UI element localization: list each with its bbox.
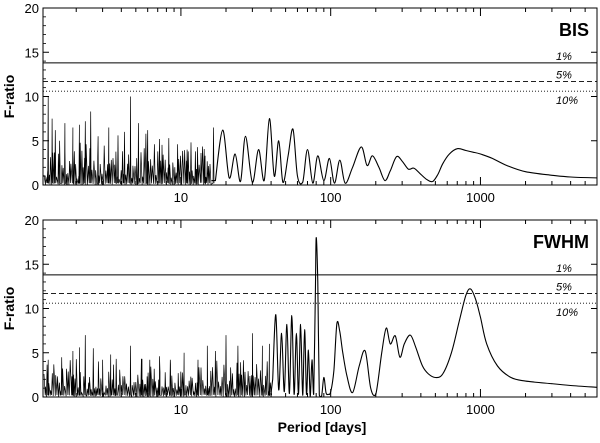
x-tick-label: 100 bbox=[320, 402, 342, 417]
threshold-label: 5% bbox=[556, 281, 572, 293]
noise-series-line bbox=[43, 333, 273, 398]
threshold-label: 10% bbox=[556, 95, 578, 107]
y-tick-label: 10 bbox=[25, 302, 39, 317]
noise-series-line bbox=[43, 96, 215, 186]
x-tick-label: 10 bbox=[174, 402, 188, 417]
panel-bis: 0 5 10 15 20 10 100 1000 F-ratio BIS 1% 5% 10% bbox=[1, 1, 598, 205]
y-tick-label: 15 bbox=[25, 257, 39, 272]
periodogram-series-line bbox=[270, 237, 598, 398]
y-tick-label: 0 bbox=[32, 178, 39, 193]
x-tick-label: 1000 bbox=[466, 190, 495, 205]
periodogram-series-line bbox=[211, 118, 598, 185]
panel-fwhm: 0 5 10 15 20 10 100 1000 F-ratio FWHM 1% 5% 10% bbox=[1, 213, 598, 417]
y-tick-label: 0 bbox=[32, 390, 39, 405]
x-axis-label: Period [days] bbox=[278, 419, 367, 435]
panel-label: BIS bbox=[559, 20, 589, 40]
plot-frame bbox=[42, 7, 598, 186]
plot-frame bbox=[42, 219, 598, 398]
y-axis-label: F-ratio bbox=[1, 75, 17, 119]
x-tick-label: 100 bbox=[320, 190, 342, 205]
y-tick-label: 5 bbox=[32, 346, 39, 361]
y-tick-label: 10 bbox=[25, 90, 39, 105]
threshold-label: 1% bbox=[556, 263, 572, 275]
x-tick-label: 1000 bbox=[466, 402, 495, 417]
y-tick-label: 20 bbox=[25, 1, 39, 16]
threshold-label: 1% bbox=[556, 51, 572, 63]
y-tick-label: 5 bbox=[32, 134, 39, 149]
y-tick-label: 15 bbox=[25, 45, 39, 60]
threshold-label: 10% bbox=[556, 307, 578, 319]
y-axis-label: F-ratio bbox=[1, 287, 17, 331]
y-tick-label: 20 bbox=[25, 213, 39, 228]
threshold-label: 5% bbox=[556, 69, 572, 81]
panel-label: FWHM bbox=[533, 232, 589, 252]
x-tick-label: 10 bbox=[174, 190, 188, 205]
